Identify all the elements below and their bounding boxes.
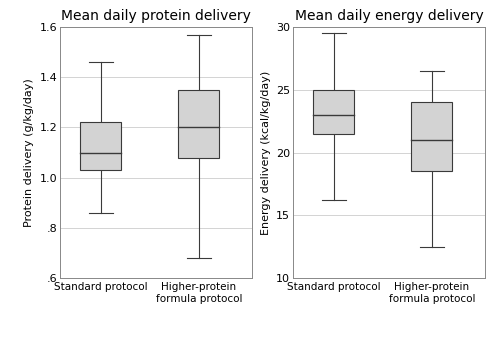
Bar [412, 102, 453, 172]
Bar [178, 90, 220, 158]
Title: Mean daily energy delivery: Mean daily energy delivery [294, 9, 484, 23]
Y-axis label: Protein delivery (g/kg/day): Protein delivery (g/kg/day) [24, 78, 34, 227]
Y-axis label: Energy delivery (kcal/kg/day): Energy delivery (kcal/kg/day) [260, 71, 270, 235]
Title: Mean daily protein delivery: Mean daily protein delivery [61, 9, 251, 23]
Bar [314, 90, 354, 134]
Bar [80, 122, 122, 170]
